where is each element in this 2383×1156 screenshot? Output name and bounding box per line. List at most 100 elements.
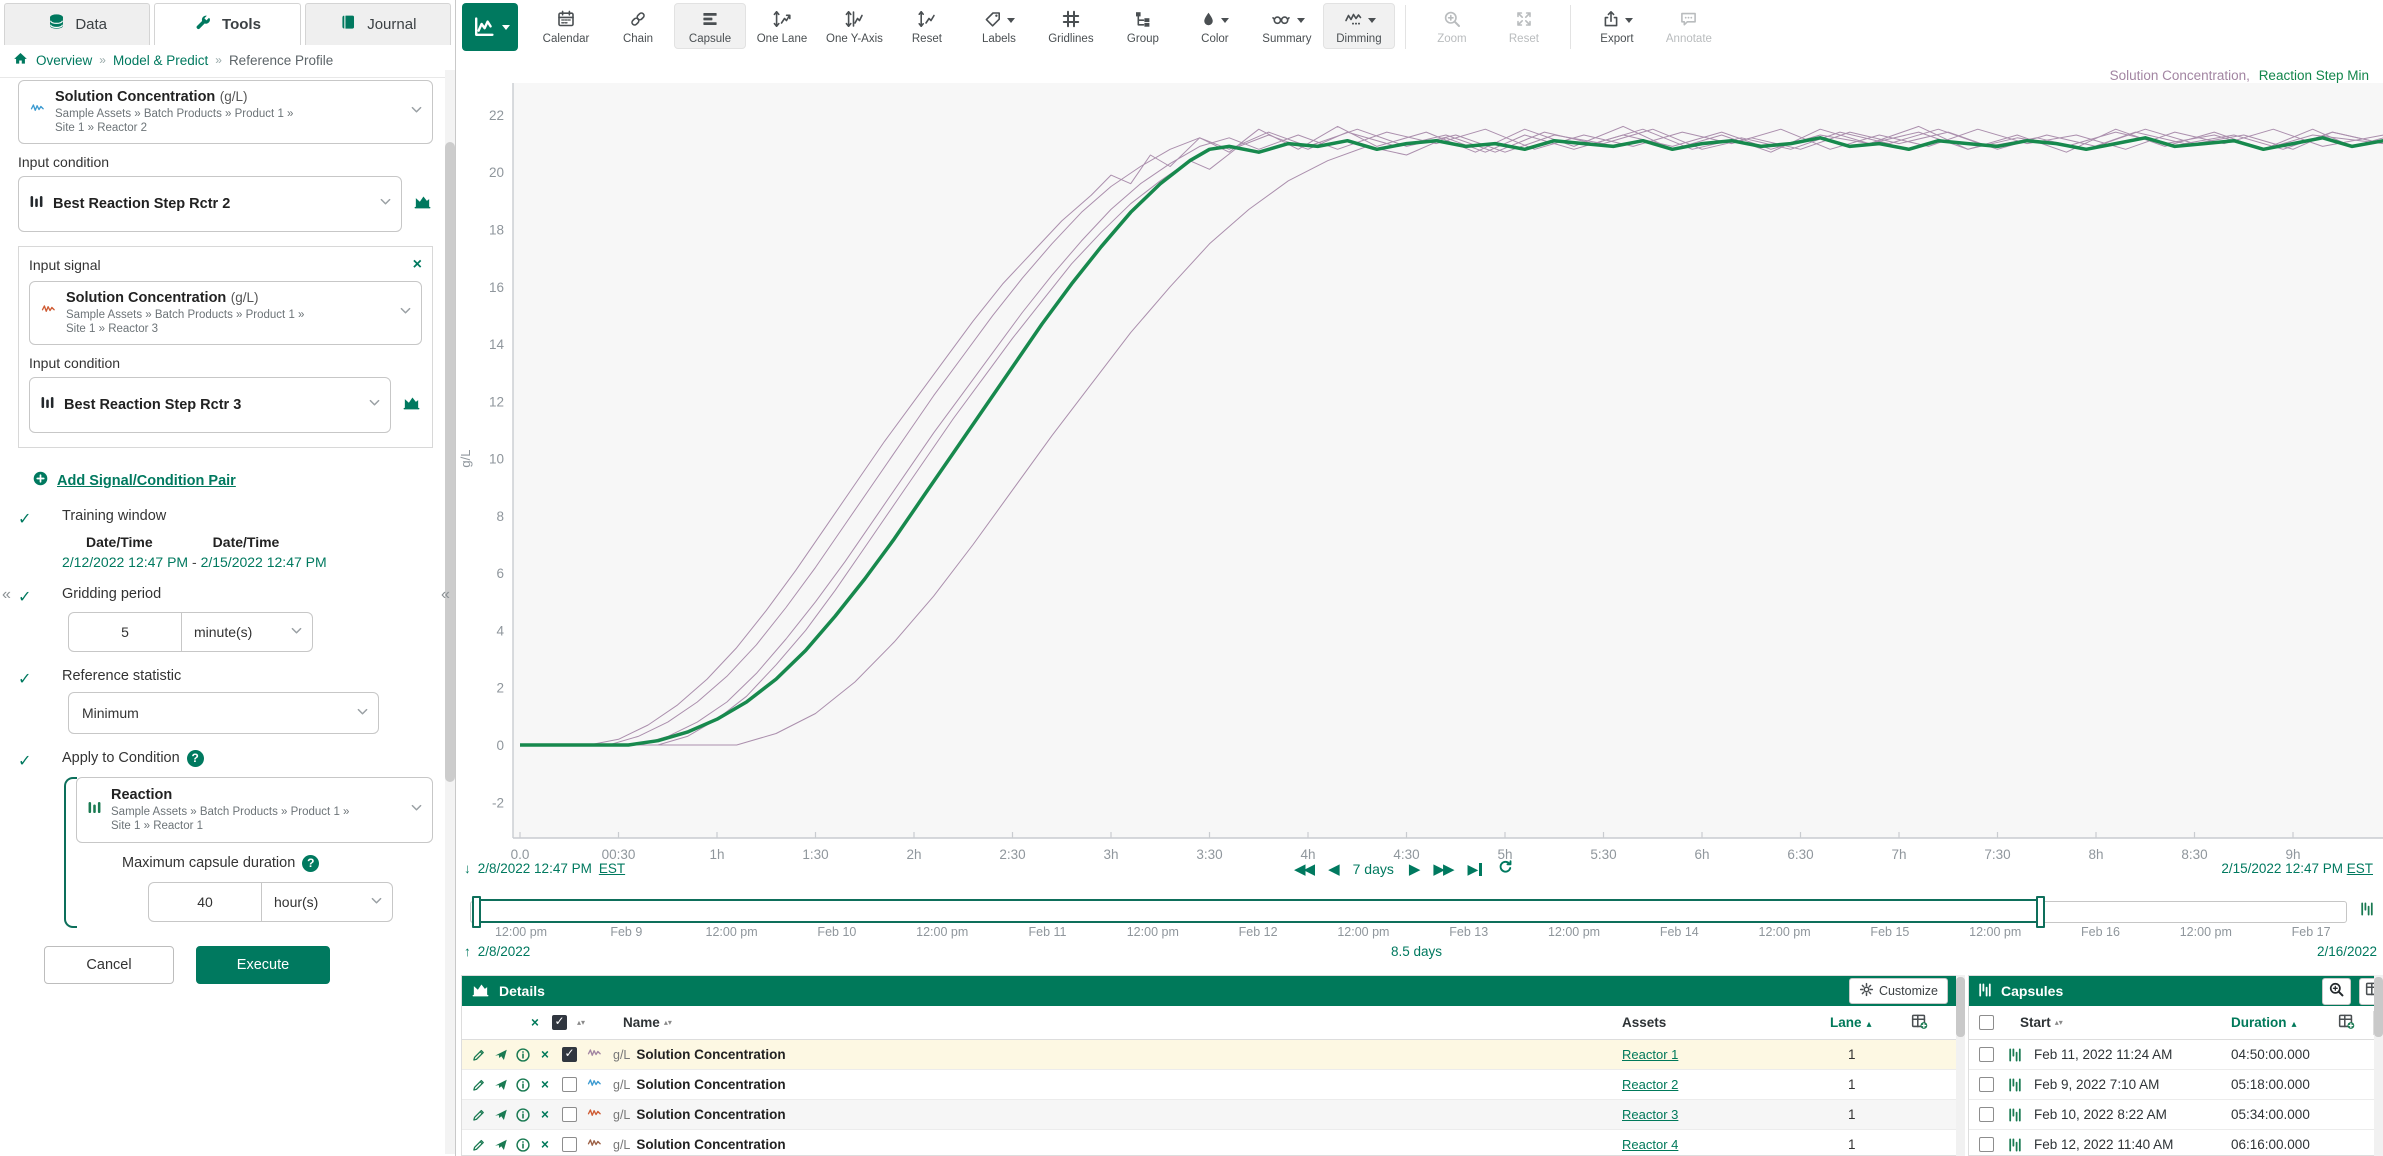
pin-icon[interactable] (490, 1107, 512, 1123)
capsule-search-button[interactable] (2322, 977, 2351, 1005)
toolbar-export-button[interactable]: Export (1581, 3, 1653, 49)
help-icon[interactable]: ? (186, 749, 204, 767)
details-scrollbar[interactable] (1956, 975, 1965, 1156)
remove-icon[interactable]: × (541, 1077, 549, 1092)
info-icon[interactable] (512, 1077, 534, 1093)
customize-button[interactable]: Customize (1848, 978, 1948, 1004)
info-icon[interactable] (512, 1047, 534, 1063)
details-lane-column[interactable]: Lane ▴ (1830, 1015, 1872, 1030)
pencil-icon[interactable] (468, 1107, 490, 1123)
reference-statistic-select[interactable]: Minimum (68, 691, 379, 734)
remove-all-icon[interactable]: × (531, 1015, 539, 1030)
pencil-icon[interactable] (468, 1047, 490, 1063)
capsules-start-column[interactable]: Start (2020, 1015, 2051, 1030)
input-signal-select-1[interactable]: Solution Concentration (g/L) Sample Asse… (18, 80, 433, 144)
capsule-row[interactable]: Feb 9, 2022 7:10 AM 05:18:00.000 (1969, 1070, 2382, 1100)
toolbar-capsule-button[interactable]: Capsule (674, 3, 746, 49)
max-duration-value-input[interactable]: 40 (148, 881, 262, 922)
asset-link[interactable]: Reactor 1 (1622, 1047, 1679, 1062)
sidebar-scrollbar[interactable] (445, 70, 455, 1154)
help-icon[interactable]: ? (302, 854, 320, 872)
training-start-value[interactable]: 2/12/2022 12:47 PM (62, 553, 189, 570)
refresh-icon[interactable] (1497, 859, 1514, 879)
range-start-tz[interactable]: EST (598, 861, 626, 876)
training-end-value[interactable]: 2/15/2022 12:47 PM (200, 553, 327, 570)
input-condition-select-1[interactable]: Best Reaction Step Rctr 2 (18, 175, 402, 232)
pencil-icon[interactable] (468, 1137, 490, 1153)
toolbar-one-lane-button[interactable]: One Lane (746, 3, 818, 49)
investigate-end-date[interactable]: 2/16/2022 (2316, 944, 2377, 959)
details-row[interactable]: × g/L Solution Concentration Reactor 2 1 (462, 1070, 1956, 1100)
info-icon[interactable] (512, 1137, 534, 1153)
capsule-checkbox[interactable] (1979, 1047, 1994, 1062)
sort-icon[interactable]: ▴▾ (577, 1017, 586, 1027)
toolbar-color-button[interactable]: Color (1179, 3, 1251, 49)
range-start[interactable]: ↓ 2/8/2022 12:47 PM EST (464, 861, 625, 876)
step-to-end-button[interactable]: ▶ (1468, 861, 1482, 878)
add-signal-condition-pair-link[interactable]: Add Signal/Condition Pair (57, 472, 236, 489)
toolbar-gridlines-button[interactable]: Gridlines (1035, 3, 1107, 49)
capsule-checkbox[interactable] (1979, 1137, 1994, 1152)
toolbar-group-button[interactable]: Group (1107, 3, 1179, 49)
timeline-selection[interactable] (477, 899, 2042, 923)
details-row[interactable]: × g/L Solution Concentration Reactor 3 1 (462, 1100, 1956, 1130)
asset-link[interactable]: Reactor 4 (1622, 1137, 1679, 1152)
gridding-value-input[interactable]: 5 (68, 611, 182, 652)
step-forward-button[interactable]: ▶ (1408, 861, 1420, 878)
details-row[interactable]: × g/L Solution Concentration Reactor 1 1 (462, 1040, 1956, 1070)
capsules-scrollbar[interactable] (2374, 975, 2383, 1156)
capsule-icon[interactable] (2359, 901, 2375, 922)
range-step-label[interactable]: 7 days (1352, 861, 1394, 877)
sort-icon[interactable]: ▴▾ (2054, 1017, 2063, 1027)
cancel-button[interactable]: Cancel (44, 945, 174, 984)
toolbar-calendar-button[interactable]: Calendar (530, 3, 602, 49)
pin-icon[interactable] (490, 1047, 512, 1063)
details-name-column[interactable]: Name (623, 1015, 660, 1030)
fast-rewind-button[interactable]: ◀◀ (1294, 861, 1315, 878)
range-start-value[interactable]: 2/8/2022 12:47 PM (477, 861, 592, 876)
toolbar-labels-button[interactable]: Labels (963, 3, 1035, 49)
legend-signal[interactable]: Solution Concentration, (2109, 68, 2250, 83)
info-icon[interactable] (512, 1107, 534, 1123)
range-end[interactable]: 2/15/2022 12:47 PM EST (2221, 861, 2373, 876)
step-back-button[interactable]: ◀ (1328, 861, 1339, 878)
add-column-icon[interactable] (1910, 1012, 1929, 1034)
range-end-value[interactable]: 2/15/2022 12:47 PM (2221, 861, 2343, 876)
remove-icon[interactable]: × (541, 1107, 549, 1122)
remove-icon[interactable]: × (541, 1137, 549, 1152)
sort-icon[interactable]: ▴▾ (663, 1017, 672, 1027)
pin-icon[interactable] (490, 1077, 512, 1093)
row-checkbox[interactable] (562, 1046, 577, 1062)
details-assets-column[interactable]: Assets (1622, 1015, 1667, 1030)
capsule-row[interactable]: Feb 10, 2022 8:22 AM 05:34:00.000 (1969, 1100, 2382, 1130)
row-checkbox[interactable] (562, 1137, 577, 1152)
execute-button[interactable]: Execute (196, 945, 330, 984)
tab-journal[interactable]: Journal (304, 3, 451, 45)
display-mode-button[interactable] (462, 3, 518, 51)
add-column-icon[interactable] (2337, 1012, 2356, 1034)
collapse-sidebar-handle[interactable]: « (441, 586, 450, 603)
select-all-capsules-checkbox[interactable] (1979, 1015, 1994, 1030)
timeline-left-handle[interactable] (472, 896, 481, 928)
investigate-start[interactable]: ↑ 2/8/2022 (464, 944, 530, 959)
fast-forward-button[interactable]: ▶▶ (1433, 861, 1454, 878)
asset-link[interactable]: Reactor 2 (1622, 1077, 1679, 1092)
collapse-left-handle[interactable]: « (2, 586, 11, 603)
home-icon[interactable] (12, 50, 29, 70)
details-row[interactable]: × g/L Solution Concentration Reactor 4 1 (462, 1130, 1956, 1155)
tab-tools[interactable]: Tools (154, 3, 301, 45)
investigate-start-date[interactable]: 2/8/2022 (477, 944, 531, 959)
toolbar-one-y-axis-button[interactable]: One Y-Axis (818, 3, 891, 49)
area-chart-icon[interactable] (412, 192, 433, 216)
capsule-checkbox[interactable] (1979, 1077, 1994, 1092)
input-signal-select-2[interactable]: Solution Concentration (g/L) Sample Asse… (29, 280, 422, 345)
row-checkbox[interactable] (562, 1107, 577, 1122)
pin-icon[interactable] (490, 1137, 512, 1153)
tab-data[interactable]: Data (4, 3, 151, 45)
breadcrumb-item[interactable]: Model & Predict (112, 52, 209, 68)
area-chart-icon[interactable] (401, 393, 422, 417)
remove-pair-icon[interactable]: × (412, 255, 422, 273)
toolbar-chain-button[interactable]: Chain (602, 3, 674, 49)
capsule-checkbox[interactable] (1979, 1107, 1994, 1122)
